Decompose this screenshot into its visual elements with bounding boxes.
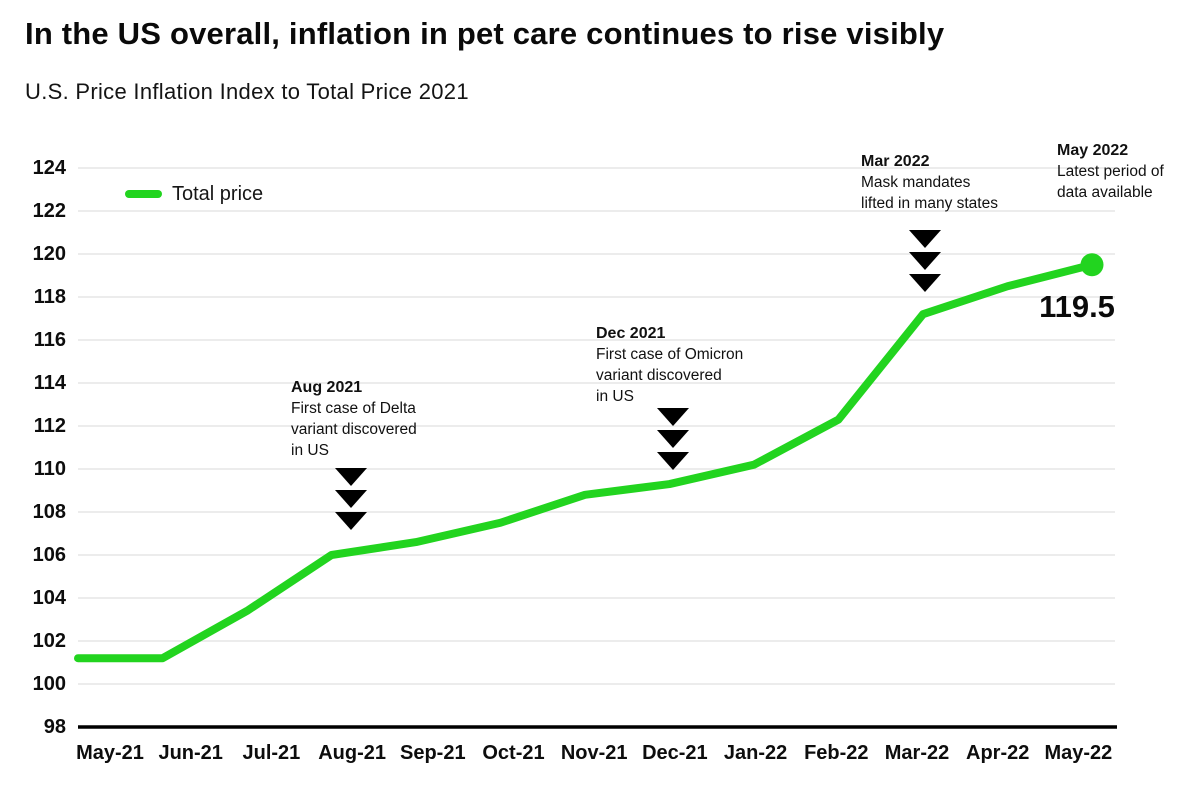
y-axis-tick-label: 106 [32, 544, 66, 566]
y-axis-tick-label: 108 [32, 501, 66, 523]
annotation-dec-2021: Dec 2021 First case of Omicron variant d… [596, 323, 743, 407]
annotation-text: data available [1057, 184, 1153, 201]
annotation-text: lifted in many states [861, 195, 998, 212]
y-axis-tick-label: 104 [32, 587, 66, 609]
legend-line-swatch-icon [125, 190, 162, 198]
annotation-text: in US [291, 442, 329, 459]
y-axis-tick-label: 102 [32, 630, 66, 652]
legend: Total price [125, 183, 263, 205]
y-axis-tick-label: 112 [33, 415, 66, 437]
total-price-line [74, 260, 1096, 663]
y-axis-tick-label: 118 [33, 286, 66, 308]
latest-point-marker [1080, 253, 1104, 277]
y-axis-tick-label: 114 [33, 372, 66, 394]
x-axis-tick-label: May-21 [76, 742, 144, 764]
triple-down-arrows-icon [335, 468, 367, 530]
annotation-title: Mar 2022 [861, 153, 930, 170]
x-axis-tick-label: Sep-21 [400, 742, 466, 764]
annotation-text: variant discovered [291, 421, 417, 438]
x-axis-tick-label: Dec-21 [642, 742, 708, 764]
y-axis-tick-label: 110 [33, 458, 66, 480]
y-axis-tick-label: 98 [43, 716, 66, 738]
annotation-title: Aug 2021 [291, 379, 363, 396]
annotation-text: First case of Omicron [596, 346, 744, 363]
annotation-text: in US [596, 388, 634, 405]
triple-down-arrows-icon [909, 230, 941, 292]
legend-label: Total price [172, 182, 264, 205]
x-axis-tick-label: May-22 [1044, 742, 1113, 764]
x-axis-tick-label: Jun-21 [158, 742, 223, 764]
annotation-title: May 2022 [1057, 142, 1129, 159]
x-axis-tick-label: Aug-21 [318, 742, 386, 764]
chart-subtitle: U.S. Price Inflation Index to Total Pric… [25, 79, 469, 104]
x-axis-tick-label: Apr-22 [966, 742, 1030, 764]
y-axis-tick-label: 100 [32, 673, 66, 695]
x-axis-tick-label: Oct-21 [482, 742, 545, 764]
annotation-mar-2022: Mar 2022 Mask mandates lifted in many st… [861, 151, 998, 214]
triple-down-arrows-icon [657, 408, 689, 470]
annotation-text: Latest period of [1057, 163, 1164, 180]
annotation-may-2022: May 2022 Latest period of data available [1057, 140, 1164, 203]
x-axis-tick-label: Jul-21 [242, 742, 301, 764]
y-axis-tick-label: 120 [32, 243, 66, 265]
y-axis-tick-label: 116 [33, 329, 66, 351]
x-axis-tick-label: Nov-21 [560, 742, 628, 764]
annotation-aug-2021: Aug 2021 First case of Delta variant dis… [291, 377, 417, 461]
annotation-text: variant discovered [596, 367, 722, 384]
x-axis-tick-label: Feb-22 [804, 742, 869, 764]
annotation-text: First case of Delta [291, 400, 416, 417]
latest-value-label: 119.5 [1039, 289, 1115, 324]
y-axis-tick-label: 124 [32, 157, 66, 179]
page-title: In the US overall, inflation in pet care… [25, 16, 945, 51]
annotation-title: Dec 2021 [596, 325, 666, 342]
annotation-text: Mask mandates [861, 174, 971, 191]
x-axis-tick-label: Jan-22 [723, 742, 788, 764]
y-axis-tick-label: 122 [32, 200, 66, 222]
x-axis-tick-label: Mar-22 [884, 742, 950, 764]
